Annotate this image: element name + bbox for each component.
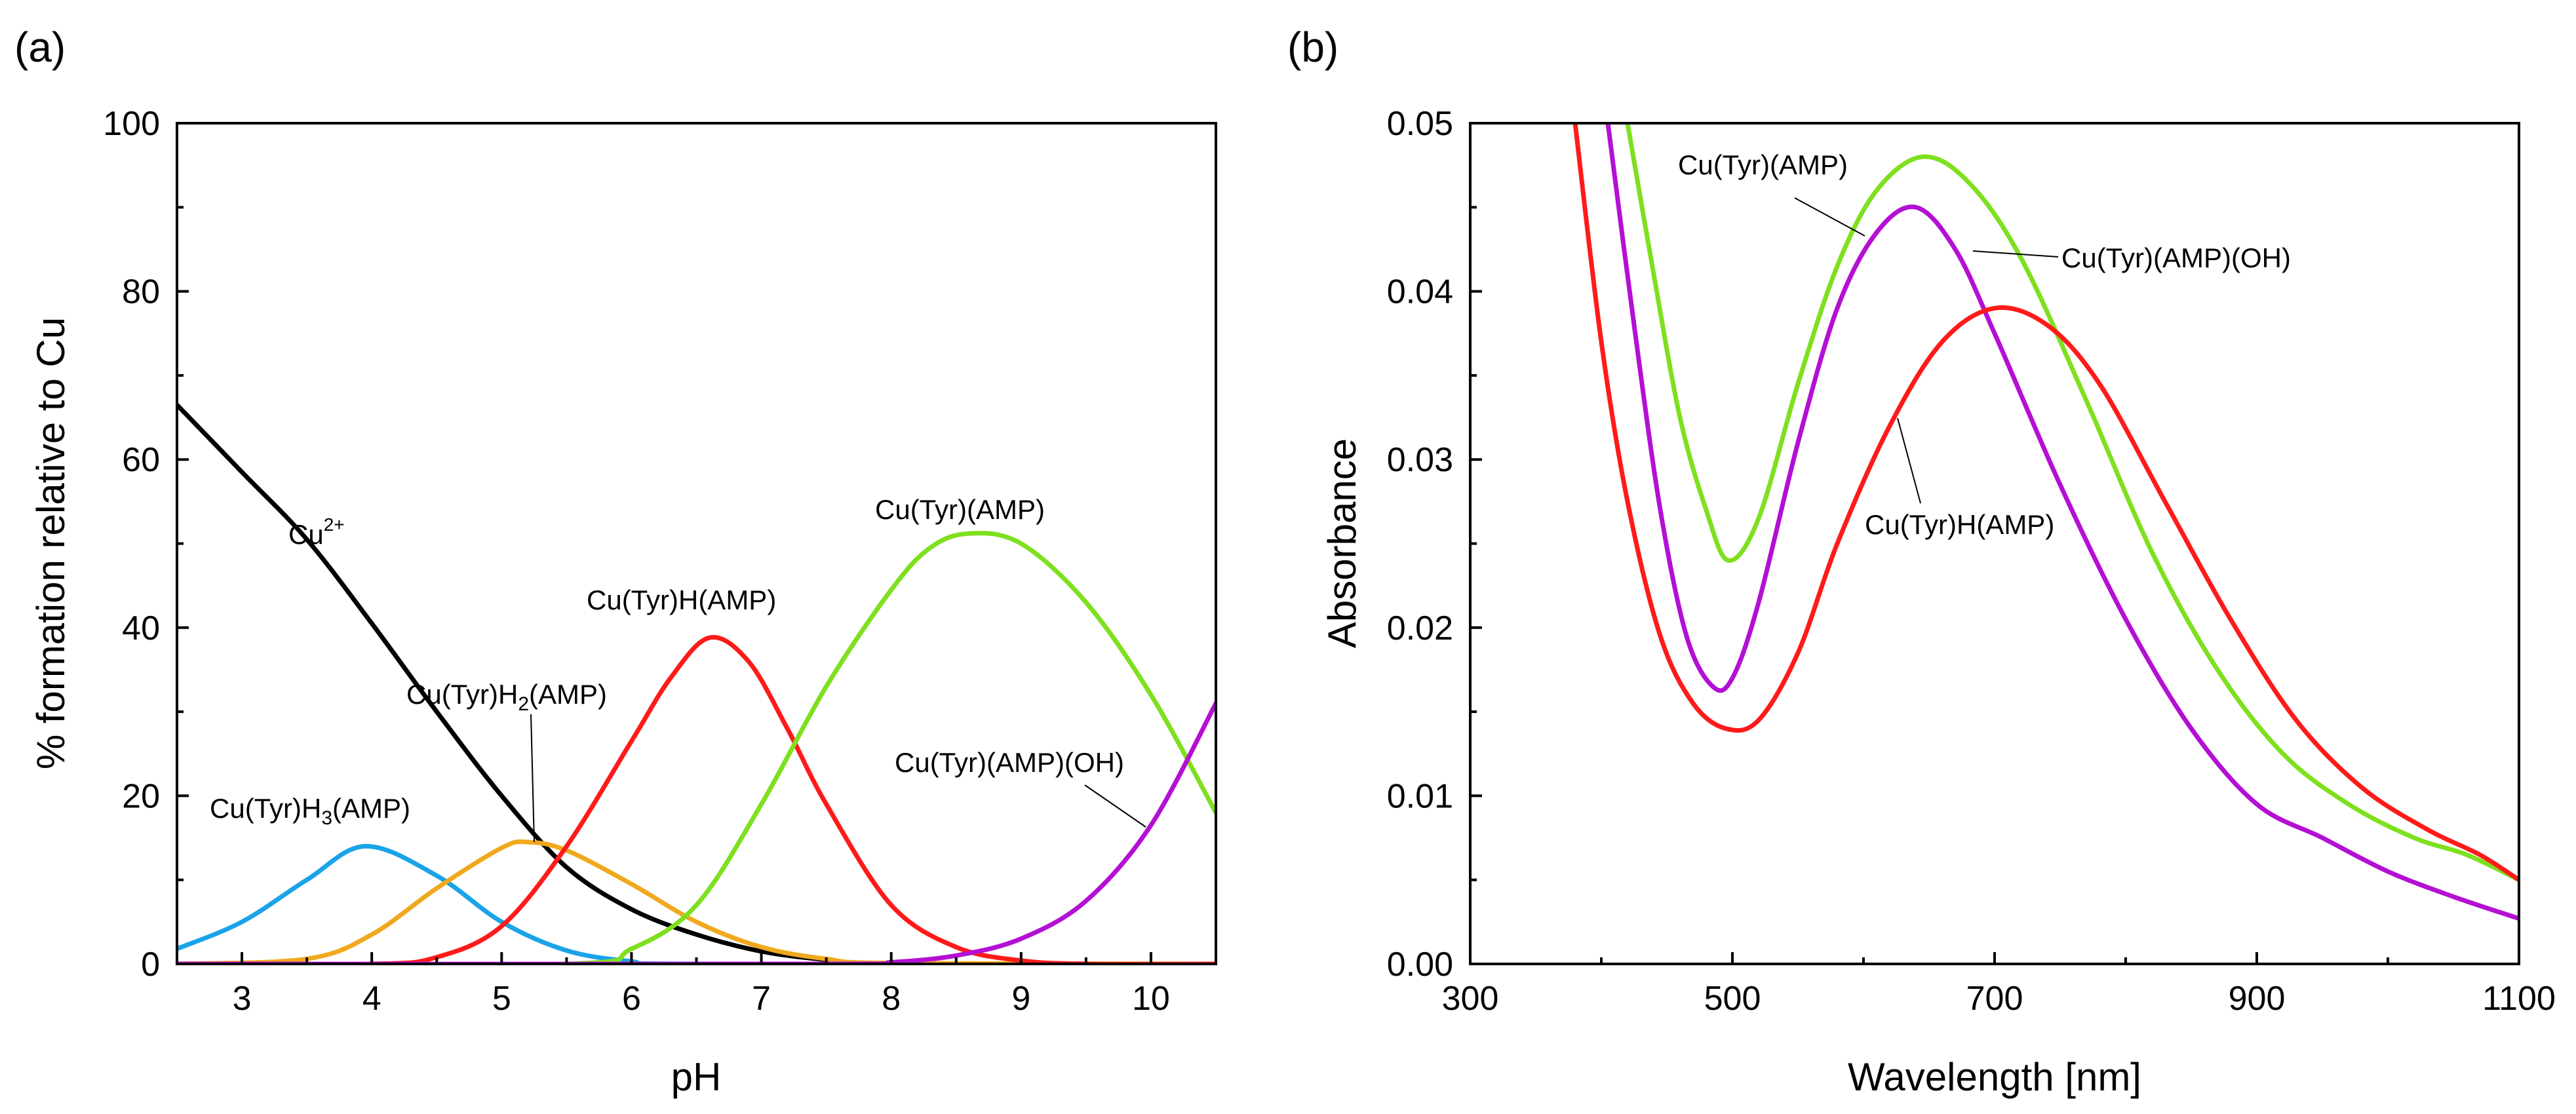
leader-cu-tyr-amp-oh-b xyxy=(1972,250,2059,258)
panel-b-letter: (b) xyxy=(1287,24,1338,71)
panel-a-x-tick-label: 5 xyxy=(492,980,511,1018)
panel-a-x-tick-label: 10 xyxy=(1132,980,1170,1018)
panel-b-plot-frame xyxy=(1469,122,2520,965)
panel-a-y-tick-label: 60 xyxy=(122,441,160,479)
panel-a-y-tick-label: 80 xyxy=(122,273,160,311)
panel-b-y-tick-label: 0.03 xyxy=(1387,441,1453,479)
panel-a-y-tick-label: 0 xyxy=(141,946,160,984)
annotation-cu2plus: Cu2+ xyxy=(288,514,345,550)
leader-cu-tyr-amp-oh-a xyxy=(1084,784,1146,828)
panel-a-y-tick-label: 100 xyxy=(103,105,160,143)
annotation-cu-tyr-amp-oh-b: Cu(Tyr)(AMP)(OH) xyxy=(2061,242,2291,273)
panel-b-y-axis-label: Absorbance xyxy=(1320,438,1364,648)
annotation-cu2plus-base: Cu xyxy=(288,519,324,550)
leader-cu-tyr-amp-b xyxy=(1794,197,1865,237)
annotation-cu-tyr-amp-b: Cu(Tyr)(AMP) xyxy=(1678,149,1848,180)
panel-a-curve-cu-tyr-h3-amp xyxy=(177,843,1216,964)
panel-a-plot-frame xyxy=(176,122,1217,965)
panel-b-y-tick-label: 0.05 xyxy=(1387,105,1453,143)
annotation-cu2plus-sup: 2+ xyxy=(324,514,345,535)
leader-cu-tyr-h2-amp xyxy=(530,714,535,843)
panel-b-curves xyxy=(1572,123,2519,921)
panel-a-x-tick-label: 6 xyxy=(622,980,641,1018)
panel-b-curve-cu-tyr-amp xyxy=(1625,123,2519,883)
panel-a-x-tick-label: 9 xyxy=(1011,980,1030,1018)
panel-b-tick-labels: 300 500 700 900 1100 0.00 0.01 0.02 0.03 0.04 0.05 xyxy=(1387,105,2556,1018)
panel-a-x-axis-label: pH xyxy=(671,1055,722,1099)
panel-b-x-axis-label: Wavelength [nm] xyxy=(1848,1055,2141,1099)
panel-b-x-tick-label: 500 xyxy=(1704,980,1761,1018)
panel-b-ticks xyxy=(1469,122,2520,965)
panel-a-x-tick-label: 8 xyxy=(882,980,901,1018)
panel-b-x-tick-label: 1100 xyxy=(2482,980,2556,1018)
panel-a-curves xyxy=(177,402,1216,964)
annotation-cu-tyr-h-amp: Cu(Tyr)H(AMP) xyxy=(587,585,776,615)
panel-b-curve-cu-tyr-h-amp xyxy=(1572,123,2519,883)
panel-b-x-tick-label: 300 xyxy=(1442,980,1499,1018)
annotation-cu-tyr-h2-amp: Cu(Tyr)H2(AMP) xyxy=(406,679,607,715)
panel-b-y-tick-label: 0.02 xyxy=(1387,609,1453,647)
annotation-cu-tyr-amp-a: Cu(Tyr)(AMP) xyxy=(875,494,1045,525)
panel-a-ticks xyxy=(176,122,1217,965)
panel-b-x-tick-label: 700 xyxy=(1966,980,2023,1018)
panel-a-x-tick-label: 7 xyxy=(752,980,771,1018)
panel-a-curve-cu2 xyxy=(177,402,1216,964)
panel-b-curve-cu-tyr-amp-oh xyxy=(1605,123,2519,921)
annotation-cu-tyr-h3-amp: Cu(Tyr)H3(AMP) xyxy=(210,793,410,829)
panel-a-y-axis-label: % formation relative to Cu xyxy=(29,317,73,769)
panel-b-y-tick-label: 0.00 xyxy=(1387,946,1453,984)
panel-b-y-tick-label: 0.01 xyxy=(1387,777,1453,815)
leader-cu-tyr-h-amp-b xyxy=(1897,417,1921,504)
panel-a-curve-cu-tyr-h-amp xyxy=(177,635,1216,964)
panel-b-chart: (b) 300 500 700 900 1100 0.00 0.01 0.02 0.03 0.04… xyxy=(1287,24,2556,1099)
panel-a-y-tick-label: 20 xyxy=(122,777,160,815)
panel-b-x-tick-label: 900 xyxy=(2229,980,2286,1018)
annotation-cu-tyr-amp-oh-a: Cu(Tyr)(AMP)(OH) xyxy=(895,747,1124,778)
panel-a-x-tick-label: 3 xyxy=(233,980,252,1018)
annotation-cu-tyr-h-amp-b: Cu(Tyr)H(AMP) xyxy=(1865,509,2054,540)
panel-a-x-tick-label: 4 xyxy=(362,980,381,1018)
panel-b-y-tick-label: 0.04 xyxy=(1387,273,1453,311)
panel-a-y-tick-label: 40 xyxy=(122,609,160,647)
panel-a-curve-cu-tyr-amp-oh xyxy=(177,701,1216,964)
panel-a-letter: (a) xyxy=(14,24,66,71)
